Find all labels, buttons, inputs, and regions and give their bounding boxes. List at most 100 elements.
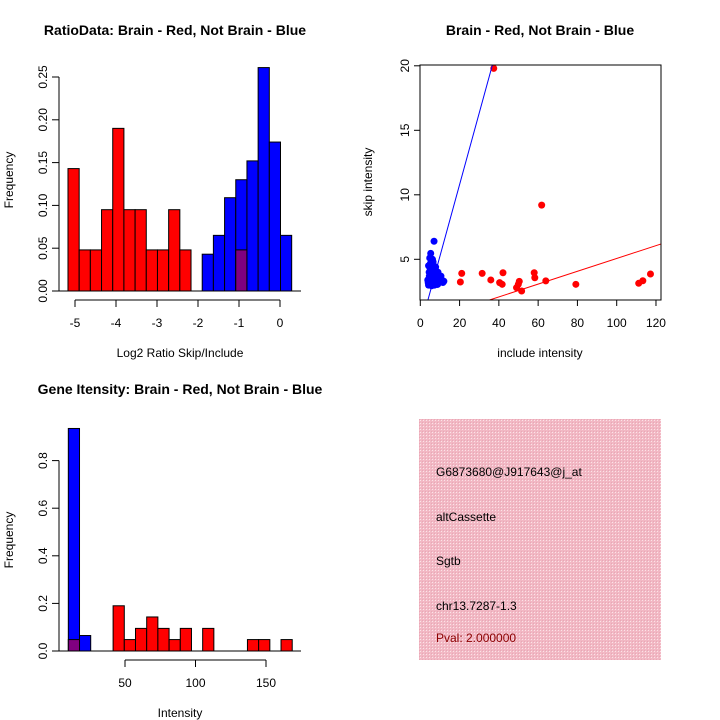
x-tick-label: 100 (607, 316, 627, 330)
y-tick-label: 20 (398, 59, 412, 73)
bar-brain (78, 249, 91, 292)
ratio-histogram-xlabel: Log2 Ratio Skip/Include (117, 346, 244, 360)
info-panel-background (419, 419, 661, 660)
point-brain (639, 277, 647, 285)
point-brain (646, 270, 654, 278)
intensity-scatter: Brain - Red, Not Brain - Blue 0 20 40 60 80 1… (361, 22, 666, 360)
gene-intensity-histogram-title: Gene Itensity: Brain - Red, Not Brain - … (38, 381, 323, 397)
x-tick-label: -4 (111, 316, 122, 330)
point-brain (499, 269, 507, 277)
y-tick-label: 0.10 (36, 193, 50, 217)
bar-brain (168, 209, 181, 292)
bar-brain (123, 639, 136, 652)
y-tick-label: 0.00 (36, 279, 50, 303)
ratio-histogram: RatioData: Brain - Red, Not Brain - Blue… (2, 22, 306, 360)
point-not-brain (427, 249, 435, 257)
bar-brain (202, 627, 215, 652)
bar-brain (89, 249, 103, 292)
y-tick-label: 0.15 (36, 151, 50, 175)
point-brain (531, 274, 539, 282)
bar-brain (134, 209, 147, 292)
y-tick-label: 0.2 (36, 595, 50, 612)
bar-brain (157, 627, 170, 652)
bar-brain (168, 639, 181, 652)
x-tick-label: 50 (118, 676, 132, 690)
bar-brain (67, 168, 80, 292)
intensity-scatter-ylabel: skip intensity (361, 148, 375, 217)
genomic-location: chr13.7287-1.3 (436, 599, 517, 613)
intensity-scatter-title: Brain - Red, Not Brain - Blue (446, 22, 634, 38)
intensity-scatter-xlabel: include intensity (497, 346, 582, 360)
x-tick-label: -5 (70, 316, 81, 330)
event-type: altCassette (436, 510, 496, 524)
point-brain (456, 278, 464, 286)
bar-brain (179, 627, 192, 652)
bar-brain (101, 209, 114, 292)
bar-brain (145, 249, 158, 292)
bar-brain (123, 209, 136, 292)
red-fit-line (487, 243, 661, 300)
x-tick-label: 150 (256, 676, 276, 690)
point-brain (458, 269, 466, 277)
plot-area (424, 65, 661, 300)
point-not-brain (425, 272, 433, 280)
point-not-brain (437, 272, 445, 280)
point-not-brain (434, 280, 442, 288)
bar-not-brain (246, 160, 259, 292)
plot-frame (419, 64, 662, 301)
bar-brain (258, 639, 271, 652)
bar-not-brain (224, 197, 237, 292)
bar-brain (112, 127, 125, 292)
bar-not-brain (201, 253, 214, 292)
x-tick-label: 80 (571, 316, 585, 330)
ratio-histogram-ylabel: Frequency (2, 152, 16, 209)
y-tick-label: 0.05 (36, 236, 50, 260)
bar-brain (134, 627, 148, 652)
bar-overlap (235, 249, 248, 292)
bar-not-brain (79, 635, 92, 652)
point-brain (478, 269, 486, 277)
point-not-brain (439, 279, 447, 287)
bar-brain (112, 605, 125, 652)
x-tick-label: -1 (234, 316, 245, 330)
bar-not-brain (268, 141, 282, 292)
bar-not-brain (212, 234, 226, 292)
x-tick-label: 0 (417, 316, 424, 330)
point-brain (538, 201, 546, 209)
x-tick-label: 60 (531, 316, 545, 330)
point-brain (515, 277, 523, 285)
x-tick-label: 20 (453, 316, 467, 330)
ratio-histogram-title: RatioData: Brain - Red, Not Brain - Blue (44, 22, 306, 38)
bar-brain (179, 249, 192, 292)
y-tick-label: 0.4 (36, 547, 50, 564)
x-tick-label: 120 (646, 316, 666, 330)
gene-name: Sgtb (436, 554, 461, 568)
bar-not-brain (280, 234, 293, 292)
probe-id: G6873680@J917643@j_at (436, 465, 582, 479)
x-tick-label: 0 (277, 316, 284, 330)
x-tick-label: 40 (492, 316, 506, 330)
y-tick-label: 0.8 (36, 452, 50, 469)
point-not-brain (428, 255, 436, 263)
gene-intensity-histogram: Gene Itensity: Brain - Red, Not Brain - … (2, 381, 323, 720)
x-tick-label: 100 (185, 676, 205, 690)
bar-overlap (67, 639, 81, 652)
y-tick-label: 0.20 (36, 108, 50, 132)
gene-intensity-histogram-xlabel: Intensity (158, 706, 203, 720)
p-value: Pval: 2.000000 (436, 631, 516, 645)
point-brain (487, 276, 495, 284)
y-tick-label: 0.0 (36, 642, 50, 659)
gene-intensity-histogram-ylabel: Frequency (2, 512, 16, 569)
bar-brain (146, 616, 159, 652)
point-brain (498, 280, 506, 288)
blue-fit-line (427, 65, 493, 300)
x-tick-label: -3 (152, 316, 163, 330)
bar-brain (156, 249, 170, 292)
bar-brain (246, 639, 260, 652)
x-tick-label: -2 (193, 316, 204, 330)
info-panel: G6873680@J917643@j_at altCassette Sgtb c… (419, 419, 661, 660)
y-tick-label: 10 (398, 188, 412, 202)
point-brain (572, 280, 580, 288)
y-tick-label: 0.6 (36, 500, 50, 517)
